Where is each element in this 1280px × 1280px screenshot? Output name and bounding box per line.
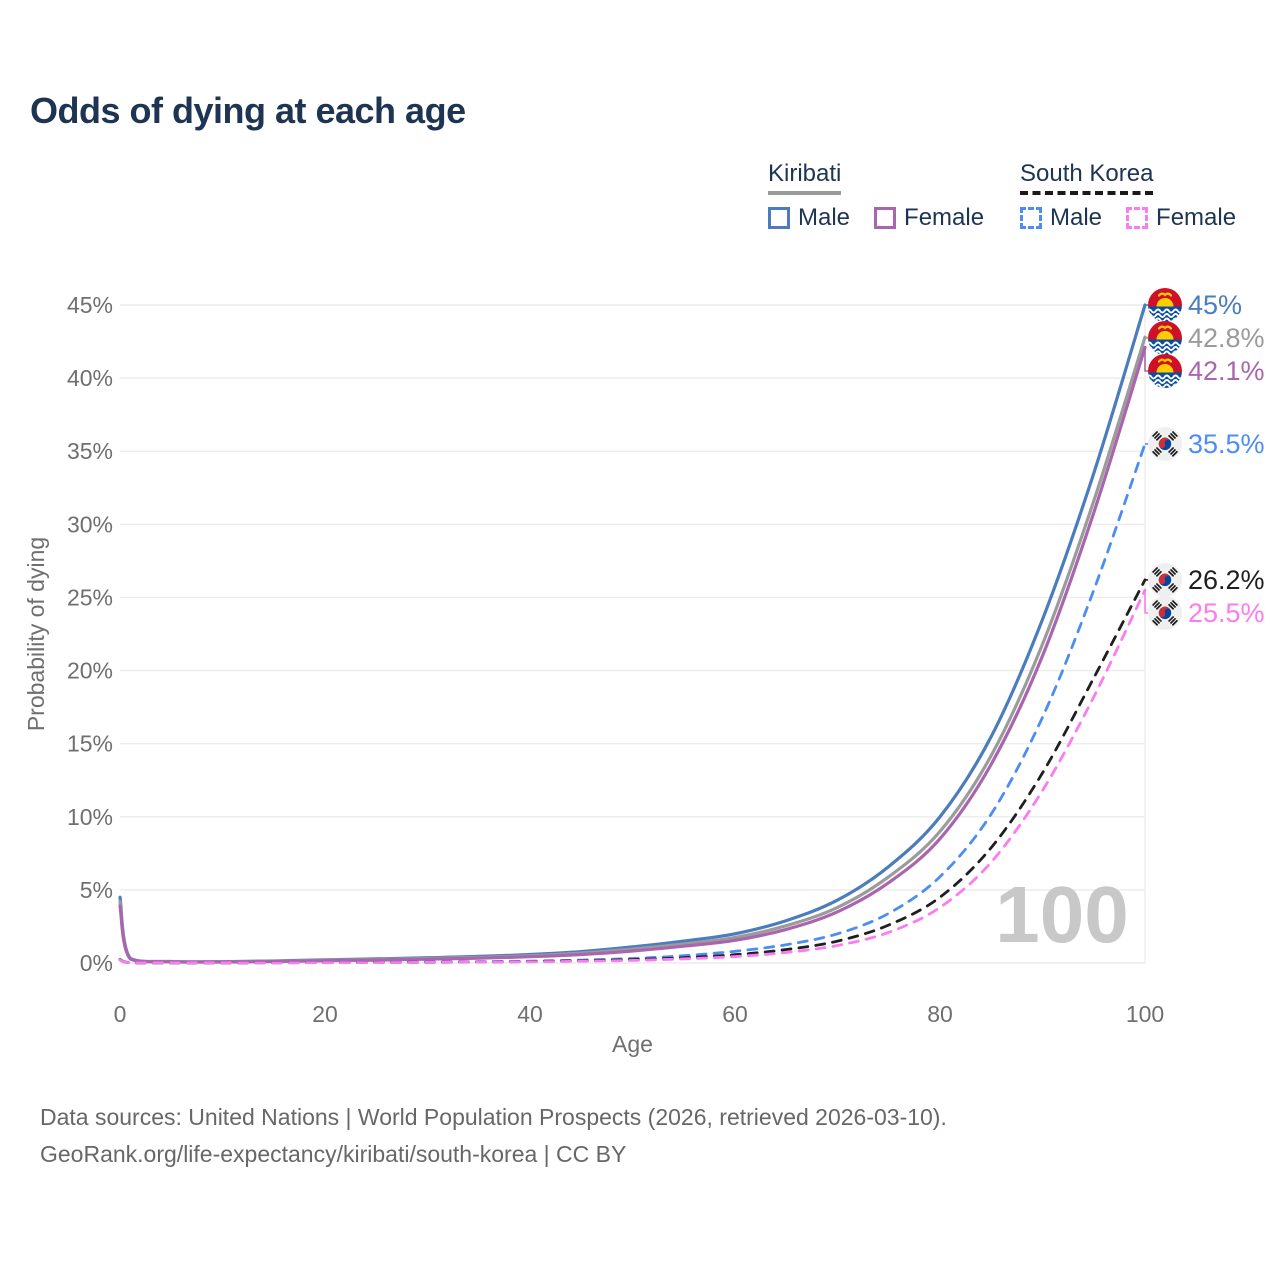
flag-icon-south-korea (1148, 562, 1182, 597)
y-tick-label-40: 40% (67, 365, 113, 391)
y-axis-title: Probability of dying (23, 537, 49, 731)
legend-item-south-korea-female[interactable]: Female (1126, 204, 1236, 232)
y-tick-label-15: 15% (67, 731, 113, 757)
footer-url-line: GeoRank.org/life-expectancy/kiribati/sou… (40, 1141, 627, 1167)
footer-sources-line: Data sources: United Nations | World Pop… (40, 1104, 947, 1130)
series-line-south-korea-female (118, 588, 1147, 965)
legend-item-kiribati-male[interactable]: Male (768, 204, 850, 232)
legend-item-label: Male (1050, 204, 1103, 231)
flag-icon-kiribati (1148, 321, 1182, 355)
y-tick-label-10: 10% (67, 804, 113, 830)
y-tick-label-25: 25% (67, 584, 113, 610)
end-value-label-kiribati-female: 42.1% (1188, 356, 1265, 386)
legend-swatch-south-korea-female-icon (1126, 207, 1149, 229)
x-tick-label-100: 100 (1126, 1001, 1164, 1027)
flag-icon-south-korea (1148, 595, 1182, 630)
x-tick-label-20: 20 (312, 1001, 338, 1027)
flag-icon-kiribati (1148, 288, 1182, 322)
end-label-leader-kiribati-all (1144, 337, 1148, 339)
end-value-label-south-korea-female: 25.5% (1188, 598, 1265, 628)
x-tick-label-80: 80 (927, 1001, 953, 1027)
age-watermark: 100 (995, 870, 1128, 959)
legend-item-label: Male (798, 204, 851, 231)
legend-swatch-kiribati-female-icon (874, 207, 897, 229)
x-tick-label-60: 60 (722, 1001, 748, 1027)
end-value-label-kiribati-male: 45% (1188, 290, 1242, 320)
end-value-label-south-korea-male: 35.5% (1188, 429, 1265, 459)
end-label-leader-kiribati-female (1144, 347, 1148, 372)
y-tick-label-35: 35% (67, 438, 113, 464)
x-tick-label-40: 40 (517, 1001, 543, 1027)
x-axis-title: Age (612, 1031, 653, 1057)
series-line-kiribati-all (118, 335, 1147, 964)
legend-item-label: Female (1156, 204, 1237, 231)
legend-group-kiribati: Kiribati Male Female (768, 160, 984, 232)
page-title: Odds of dying at each age (30, 90, 466, 131)
end-value-label-kiribati-all: 42.8% (1188, 323, 1265, 353)
x-tick-label-0: 0 (114, 1001, 127, 1027)
series-line-south-korea-male (118, 442, 1147, 965)
legend-item-south-korea-male[interactable]: Male (1020, 204, 1102, 232)
y-tick-label-20: 20% (67, 658, 113, 684)
legend-item-kiribati-female[interactable]: Female (874, 204, 984, 232)
legend-heading-kiribati[interactable]: Kiribati (768, 160, 842, 195)
y-tick-label-0: 0% (80, 950, 113, 976)
series-line-kiribati-male (118, 303, 1147, 964)
legend-swatch-south-korea-male-icon (1020, 207, 1042, 229)
y-tick-label-5: 5% (80, 877, 113, 903)
flag-icon-south-korea (1148, 426, 1182, 461)
legend-group-south-korea: South Korea Male Female (1020, 160, 1236, 232)
end-label-leader-south-korea-female (1144, 590, 1148, 614)
y-tick-label-45: 45% (67, 292, 113, 318)
legend-item-label: Female (904, 204, 985, 231)
flag-icon-kiribati (1148, 354, 1182, 388)
series-line-kiribati-female (118, 345, 1147, 964)
legend-heading-south-korea[interactable]: South Korea (1020, 160, 1154, 195)
y-tick-label-30: 30% (67, 511, 113, 537)
end-value-label-south-korea-all: 26.2% (1188, 565, 1265, 595)
legend-swatch-kiribati-male-icon (768, 207, 790, 229)
footer-attribution: Data sources: United Nations | World Pop… (40, 1099, 947, 1173)
series-line-south-korea-all (118, 578, 1147, 965)
